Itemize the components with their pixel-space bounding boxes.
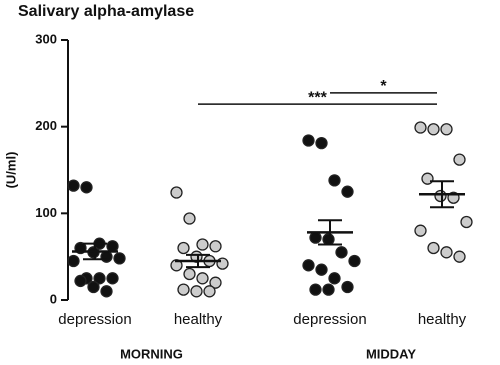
data-point — [74, 274, 87, 288]
data-point — [183, 212, 196, 225]
data-point — [440, 246, 453, 259]
data-point — [177, 283, 190, 296]
data-point — [302, 134, 315, 147]
data-point — [106, 272, 119, 285]
data-point — [170, 186, 183, 199]
data-point — [460, 215, 473, 229]
data-point — [302, 259, 315, 272]
error-bar — [186, 253, 210, 269]
data-point — [434, 189, 447, 203]
y-tick-label: 300 — [35, 31, 57, 46]
data-point — [341, 280, 354, 294]
data-point — [341, 185, 354, 198]
data-point — [315, 136, 328, 150]
group-label: MORNING — [120, 346, 183, 361]
data-point — [440, 123, 453, 136]
y-tick-label: 200 — [35, 118, 57, 133]
data-point — [80, 181, 93, 194]
data-point — [322, 283, 335, 296]
data-point — [322, 233, 335, 246]
data-point — [427, 123, 440, 136]
data-point — [87, 280, 100, 294]
data-point — [427, 241, 440, 255]
x-tick-label: healthy — [418, 311, 467, 328]
data-point — [177, 241, 190, 255]
data-point — [453, 250, 466, 263]
significance-label: *** — [308, 89, 327, 106]
x-tick-label: depression — [293, 311, 366, 328]
data-point — [309, 283, 322, 296]
data-point — [100, 250, 113, 263]
data-point — [190, 285, 203, 298]
y-tick-label: 0 — [50, 291, 57, 306]
data-point — [309, 231, 322, 244]
significance-label: * — [380, 78, 387, 95]
data-point — [315, 263, 328, 276]
data-point — [183, 267, 196, 281]
data-point — [335, 246, 348, 259]
chart-title: Salivary alpha-amylase — [18, 3, 194, 20]
group-label: MIDDAY — [366, 346, 416, 361]
data-point — [106, 240, 119, 253]
data-point — [209, 276, 222, 289]
y-tick-label: 100 — [35, 205, 57, 220]
y-axis-label: (U/ml) — [3, 152, 18, 189]
error-bar — [430, 180, 454, 209]
data-point — [348, 254, 361, 268]
data-point — [67, 254, 80, 268]
data-point — [453, 153, 466, 166]
error-bar — [83, 242, 107, 261]
data-point — [328, 272, 341, 285]
data-point — [414, 224, 427, 237]
data-point — [421, 172, 434, 185]
data-point — [113, 252, 126, 265]
x-tick-label: depression — [58, 311, 131, 328]
data-point — [209, 240, 222, 253]
data-point — [196, 272, 209, 285]
data-point — [328, 174, 341, 187]
x-tick-label: healthy — [174, 311, 223, 328]
data-point — [93, 272, 106, 285]
data-point — [414, 121, 427, 134]
error-bar — [318, 219, 342, 246]
data-point — [100, 285, 113, 298]
data-point — [203, 285, 216, 298]
data-point — [67, 179, 80, 192]
data-point — [196, 238, 209, 251]
